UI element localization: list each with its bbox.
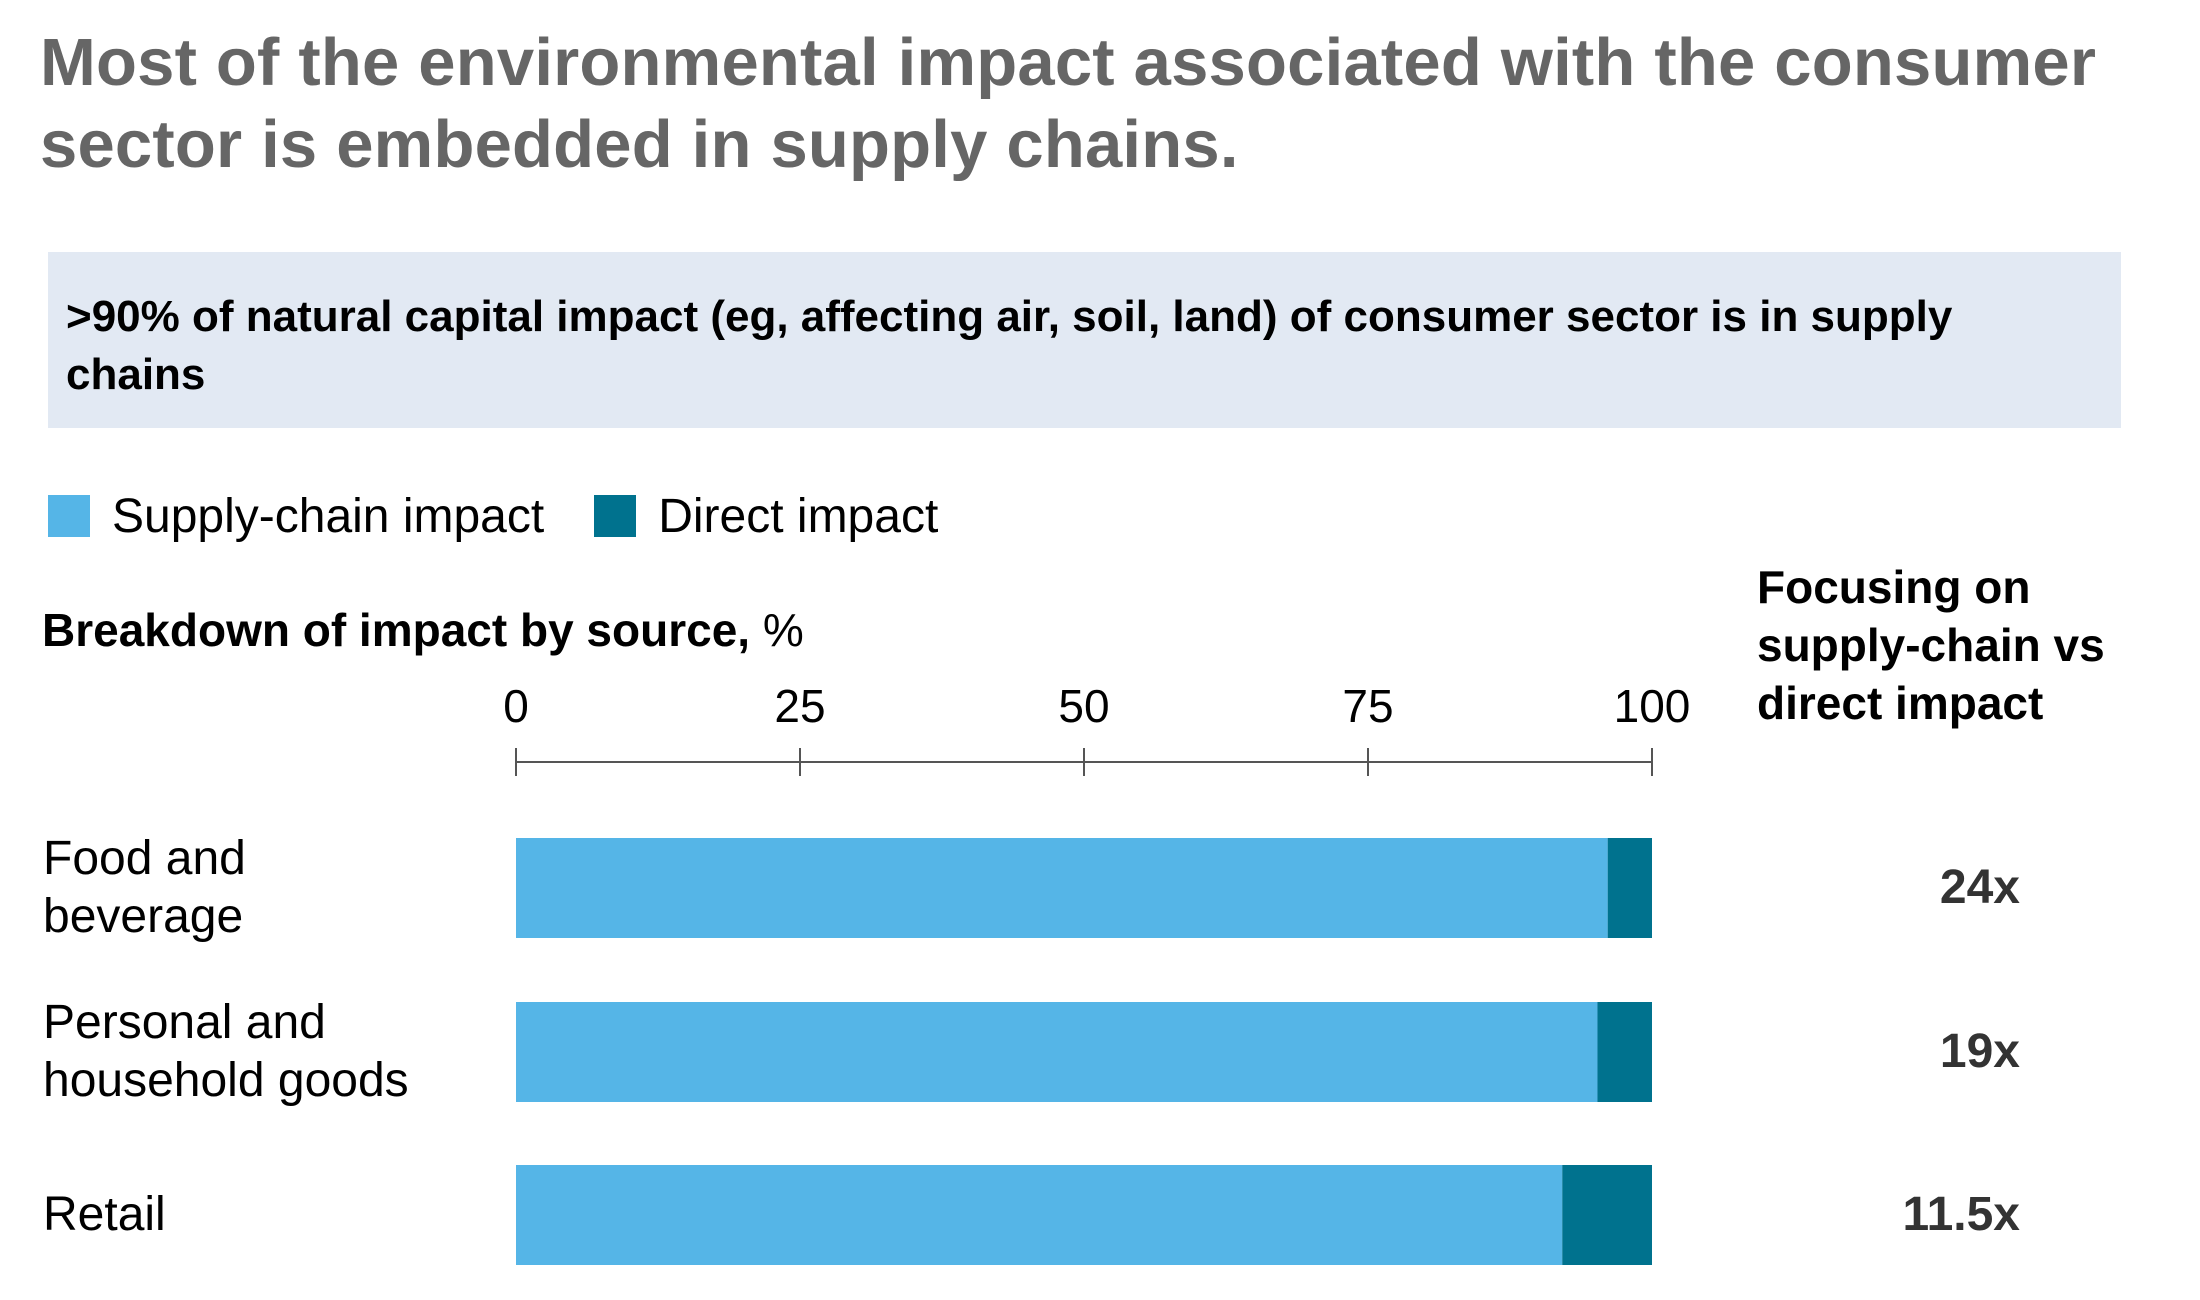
category-label-line: household goods xyxy=(43,1054,409,1107)
headline-line-2: sector is embedded in supply chains. xyxy=(40,107,1239,182)
category-label: Food and beverage xyxy=(43,830,503,946)
bar-direct xyxy=(1607,838,1652,938)
category-label-line: Food and xyxy=(43,832,246,885)
x-axis-tick-label: 0 xyxy=(503,680,529,732)
chart-title-text: Breakdown of impact by source, xyxy=(42,604,751,656)
legend-swatch-direct xyxy=(594,495,637,537)
focus-header-line-1: Focusing on xyxy=(1757,561,2031,613)
callout-box: >90% of natural capital impact (eg, affe… xyxy=(48,252,2121,428)
category-label: Retail xyxy=(43,1186,503,1244)
headline: Most of the environmental impact associa… xyxy=(40,22,2170,186)
x-axis-tick-label: 25 xyxy=(774,680,825,732)
category-label-line: Retail xyxy=(43,1188,166,1241)
category-label: Personal and household goods xyxy=(43,994,503,1110)
bar-direct xyxy=(1597,1002,1652,1102)
bar-direct xyxy=(1562,1165,1652,1265)
x-axis-tick-label: 50 xyxy=(1058,680,1109,732)
x-axis-tick-label: 100 xyxy=(1614,680,1691,732)
category-label-line: beverage xyxy=(43,890,244,943)
legend-label-direct: Direct impact xyxy=(658,489,939,543)
bar-supply-chain xyxy=(516,838,1608,938)
focus-header-line-2: supply-chain vs xyxy=(1757,619,2105,671)
chart-title: Breakdown of impact by source, % xyxy=(42,600,804,660)
legend-item-direct: Direct impact xyxy=(594,489,938,544)
legend-label-supply-chain: Supply-chain impact xyxy=(112,489,545,543)
x-axis-tick-label: 75 xyxy=(1342,680,1393,732)
headline-line-1: Most of the environmental impact associa… xyxy=(40,25,2097,100)
category-label-line: Personal and xyxy=(43,996,326,1049)
legend-item-supply-chain: Supply-chain impact xyxy=(48,489,544,544)
focus-ratio-value: 24x xyxy=(1939,861,2020,914)
callout-text: >90% of natural capital impact (eg, affe… xyxy=(66,292,1953,399)
bar-supply-chain xyxy=(516,1002,1598,1102)
legend-swatch-supply-chain xyxy=(48,495,90,537)
focus-ratio-value: 19x xyxy=(1939,1025,2020,1078)
legend: Supply-chain impact Direct impact xyxy=(48,486,988,546)
focus-ratio-value: 11.5x xyxy=(1902,1188,2020,1241)
bar-supply-chain xyxy=(516,1165,1563,1265)
chart-title-unit: % xyxy=(762,604,804,656)
focus-column-header: Focusing on supply-chain vs direct impac… xyxy=(1757,558,2177,732)
focus-header-line-3: direct impact xyxy=(1757,677,2044,729)
